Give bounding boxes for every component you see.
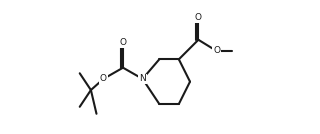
Text: O: O [119,38,126,47]
Text: N: N [139,74,146,83]
Text: O: O [100,74,107,83]
Text: O: O [213,46,220,55]
Text: O: O [195,13,202,22]
